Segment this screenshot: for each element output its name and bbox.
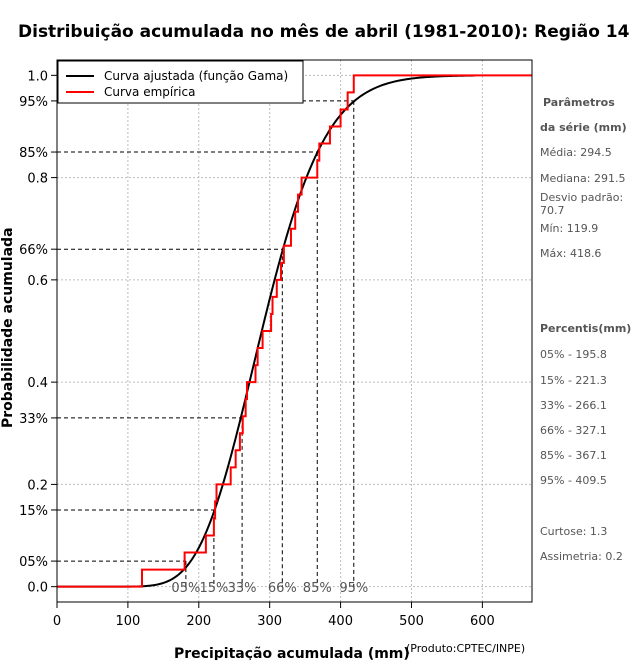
- y-axis: 0.0 05% 15% 0.2 33% 0.4 0.6 66% 0.8 85% 95% 1.0: [19, 69, 57, 596]
- stats-header: Parâmetros: [543, 96, 615, 109]
- chart-title: Distribuição acumulada no mês de abril (…: [18, 22, 630, 42]
- legend-label-gamma: Curva ajustada (função Gama): [104, 69, 288, 83]
- stats-header-sub: da série (mm): [540, 121, 627, 134]
- y-axis-label: Probabilidade acumulada: [0, 227, 16, 428]
- stat-p33: 33% - 266.1: [540, 399, 607, 412]
- stat-media: Média: 294.5: [540, 146, 612, 159]
- percentile-label: 66%: [268, 581, 297, 596]
- y-tick-label: 95%: [19, 95, 48, 110]
- stat-p15: 15% - 221.3: [540, 374, 607, 387]
- stat-mediana: Mediana: 291.5: [540, 172, 626, 185]
- x-axis-label: Precipitação acumulada (mm): [174, 646, 410, 660]
- gridlines: [56, 60, 532, 602]
- stat-curtose: Curtose: 1.3: [540, 525, 608, 538]
- y-tick-label: 1.0: [27, 69, 48, 84]
- stat-desvio: Desvio padrão: 70.7: [540, 191, 624, 217]
- stat-min: Mín: 119.9: [540, 222, 599, 235]
- stat-p05: 05% - 195.8: [540, 348, 607, 361]
- x-tick-label: 600: [470, 614, 495, 629]
- stat-p66: 66% - 327.1: [540, 424, 607, 437]
- stat-p85: 85% - 367.1: [540, 449, 607, 462]
- legend-label-empirical: Curva empírica: [104, 85, 195, 99]
- percentile-label: 33%: [228, 581, 257, 596]
- legend: Curva ajustada (função Gama) Curva empír…: [57, 60, 304, 104]
- y-tick-label: 0.0: [27, 581, 48, 596]
- stat-max: Máx: 418.6: [540, 247, 602, 260]
- curves: [57, 74, 532, 588]
- percentile-label: 15%: [199, 581, 228, 596]
- x-tick-label: 400: [328, 614, 353, 629]
- x-tick-label: 300: [257, 614, 282, 629]
- percentile-guides: [57, 100, 355, 587]
- x-tick-label: 0: [53, 614, 61, 629]
- percentile-label: 85%: [303, 581, 332, 596]
- stat-p95: 95% - 409.5: [540, 474, 607, 487]
- percentis-header: Percentis(mm): [540, 322, 632, 335]
- y-tick-label: 85%: [19, 146, 48, 161]
- y-tick-label: 66%: [19, 243, 48, 258]
- y-tick-label: 33%: [19, 412, 48, 427]
- x-tick-label: 500: [399, 614, 424, 629]
- legend-box: [57, 60, 304, 104]
- y-tick-label: 15%: [19, 504, 48, 519]
- y-tick-label: 0.6: [27, 274, 48, 289]
- stat-assimetria: Assimetria: 0.2: [540, 550, 623, 563]
- credit-label: (Produto:CPTEC/INPE): [406, 642, 525, 655]
- y-tick-label: 05%: [19, 555, 48, 570]
- percentile-label: 05%: [171, 581, 200, 596]
- y-tick-label: 0.2: [27, 478, 48, 493]
- plot-frame: [56, 59, 533, 603]
- percentile-label: 95%: [339, 581, 368, 596]
- x-tick-label: 100: [115, 614, 140, 629]
- y-tick-label: 0.4: [27, 376, 48, 391]
- x-axis: 0 100 200 300 400 500 600: [53, 602, 495, 629]
- y-tick-label: 0.8: [27, 172, 48, 187]
- x-tick-label: 200: [186, 614, 211, 629]
- empirical-step-curve: [57, 74, 532, 588]
- percentile-labels: 05% 15% 33% 66% 85% 95%: [171, 581, 368, 596]
